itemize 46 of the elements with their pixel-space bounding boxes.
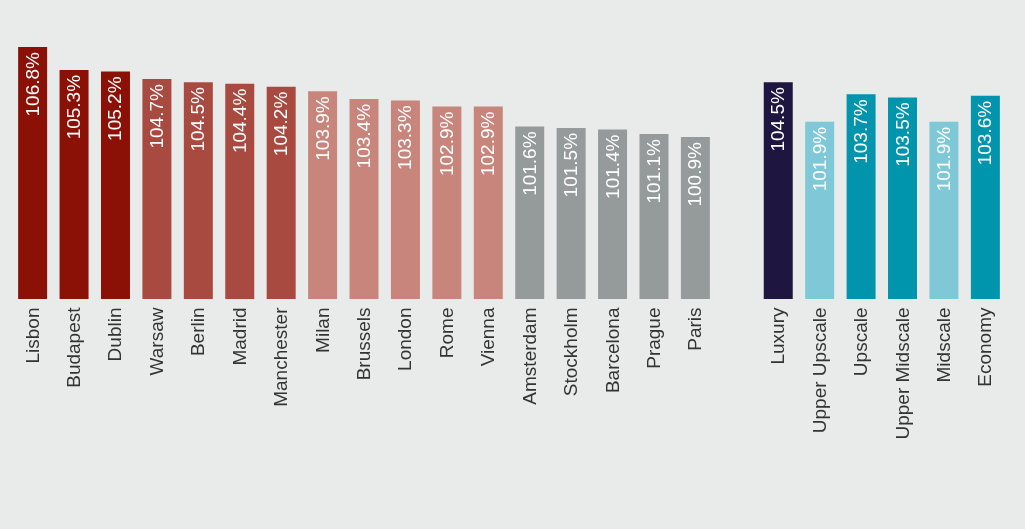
x-tick-label: Upscale	[850, 307, 872, 377]
data-label: 104.5%	[767, 87, 789, 152]
x-tick-label: Milan	[311, 307, 333, 353]
data-label: 101.4%	[601, 134, 623, 199]
x-tick-label: Brussels	[353, 307, 375, 381]
x-tick-label: Budapest	[63, 306, 85, 388]
data-label: 103.6%	[974, 100, 996, 166]
x-tick-label: Madrid	[228, 307, 250, 366]
data-label: 102.9%	[477, 111, 499, 177]
data-label: 106.8%	[21, 51, 43, 117]
x-tick-label: Luxury	[767, 307, 789, 365]
x-tick-label: London	[394, 307, 416, 371]
x-tick-label: Lisbon	[21, 307, 43, 364]
data-label: 101.9%	[932, 126, 954, 192]
x-tick-label: Amsterdam	[518, 307, 540, 405]
data-label: 100.9%	[684, 142, 706, 207]
data-label: 103.3%	[394, 105, 416, 170]
data-label: 101.9%	[808, 126, 830, 192]
data-label: 101.5%	[560, 132, 582, 198]
x-tick-label: Berlin	[187, 307, 209, 357]
x-tick-label: Barcelona	[601, 307, 623, 394]
data-label: 103.4%	[353, 103, 375, 169]
x-tick-label: Upper Midscale	[891, 307, 913, 440]
data-label: 104.5%	[187, 87, 209, 152]
x-tick-label: Upper Upscale	[808, 307, 830, 434]
x-tick-label: Stockholm	[560, 307, 582, 397]
x-tick-label: Midscale	[932, 307, 954, 383]
data-label: 105.3%	[63, 74, 85, 140]
data-label: 104.7%	[145, 83, 167, 149]
x-tick-label: Prague	[642, 307, 664, 369]
data-label: 103.5%	[891, 102, 913, 167]
data-label: 104.4%	[228, 88, 250, 154]
x-tick-label: Manchester	[270, 306, 292, 407]
x-tick-label: Vienna	[477, 307, 499, 367]
data-label: 101.6%	[518, 131, 540, 196]
data-label: 102.9%	[435, 111, 457, 177]
x-tick-label: Paris	[684, 307, 706, 351]
data-label: 105.2%	[104, 76, 126, 141]
data-label: 103.7%	[850, 99, 872, 164]
data-label: 103.9%	[311, 96, 333, 161]
data-label: 101.1%	[642, 138, 664, 204]
x-tick-label: Warsaw	[145, 307, 167, 376]
x-tick-label: Dublin	[104, 307, 126, 362]
x-tick-label: Rome	[435, 307, 457, 359]
x-tick-label: Economy	[974, 307, 996, 387]
data-label: 104.2%	[270, 91, 292, 157]
